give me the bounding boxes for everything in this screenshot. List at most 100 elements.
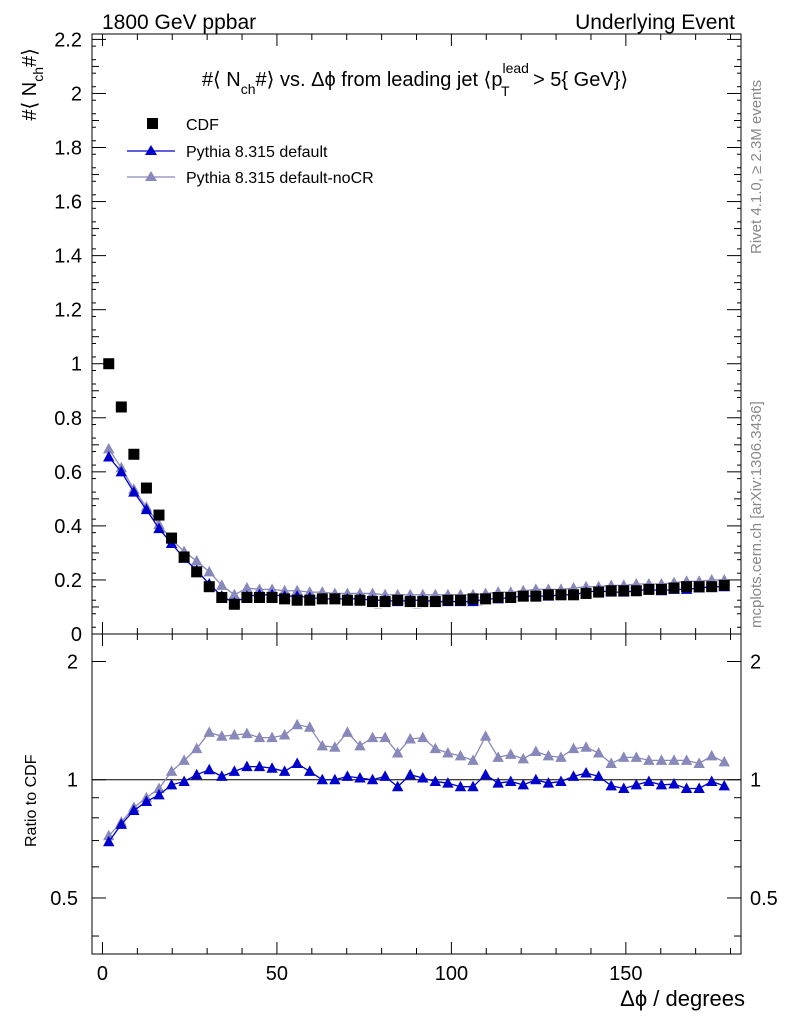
ratio-default-point — [680, 782, 693, 793]
ratio-nocr-point — [668, 754, 680, 765]
cdf-point — [115, 401, 127, 413]
ratio-nocr-point — [429, 742, 442, 754]
ratio-default-point — [329, 773, 341, 785]
ratio-default-point — [366, 773, 379, 785]
nocr-point — [266, 583, 278, 594]
ratio-default-point — [618, 782, 630, 793]
ratio-plot-marks — [103, 718, 730, 847]
header-left: 1800 GeV ppbar — [102, 11, 256, 34]
cdf-point — [140, 482, 152, 494]
main-plot-marks — [103, 358, 730, 610]
x-tick-label: 150 — [609, 963, 642, 985]
ratio-nocr-point — [492, 751, 504, 762]
legend: CDF Pythia 8.315 default Pythia 8.315 de… — [127, 117, 374, 187]
ratio-default-point — [379, 770, 391, 781]
ratio-nocr-point — [178, 754, 190, 765]
ratio-nocr-point — [517, 752, 529, 764]
ratio-default-point — [517, 778, 529, 790]
ratio-nocr-point — [291, 718, 303, 730]
ratio-default-point — [467, 780, 479, 792]
ratio-default-point — [153, 788, 165, 800]
ratio-nocr-point — [643, 754, 655, 765]
chart-title: #⟨ Nch#⟩ vs. Δϕ from leading jet ⟨plead T… — [202, 60, 628, 99]
cdf-point — [555, 589, 567, 601]
default-point — [128, 486, 140, 497]
cdf-point — [253, 592, 265, 604]
ratio-nocr-point — [316, 739, 328, 751]
cdf-point — [316, 593, 328, 605]
ratio-y-tick-label: 0.5 — [50, 888, 78, 910]
cdf-point — [191, 566, 203, 578]
nocr-point — [253, 583, 266, 594]
ratio-line-nocr — [108, 724, 725, 837]
y-axis-label-ratio: Ratio to CDF — [23, 754, 40, 847]
cdf-point — [354, 594, 366, 606]
ratio-nocr-point — [467, 754, 479, 765]
cdf-point — [530, 590, 542, 602]
ratio-nocr-point — [278, 728, 291, 740]
ratio-nocr-point — [718, 755, 730, 767]
cdf-point — [681, 581, 693, 593]
ratio-default-point — [278, 765, 291, 776]
y-tick-label: 0 — [71, 624, 82, 646]
ratio-default-point — [291, 757, 303, 768]
ratio-nocr-point — [605, 757, 617, 768]
ratio-nocr-point — [567, 742, 580, 754]
ratio-nocr-point — [153, 782, 165, 793]
ratio-nocr-point — [391, 746, 404, 758]
nocr-point — [228, 588, 241, 600]
ratio-default-point — [668, 778, 680, 789]
ratio-default-point — [228, 765, 241, 776]
default-point — [153, 522, 165, 534]
ratio-nocr-point — [442, 746, 454, 758]
cdf-point — [718, 579, 730, 591]
cdf-point — [103, 358, 115, 370]
cdf-point — [228, 598, 240, 610]
ratio-nocr-point — [253, 731, 266, 743]
cdf-point — [279, 593, 291, 605]
ratio-nocr-point — [655, 754, 668, 765]
ratio-default-point — [304, 765, 316, 776]
ratio-nocr-point — [203, 726, 215, 737]
ratio-default-point — [505, 775, 517, 786]
ratio-default-point — [479, 768, 492, 780]
ratio-nocr-point — [630, 751, 643, 762]
cdf-point — [467, 593, 479, 605]
legend-cdf-marker — [147, 118, 158, 129]
y-tick-label: 0.6 — [54, 462, 82, 484]
y-tick-label: 0.8 — [54, 408, 82, 430]
title-suffix: > 5{ GeV}⟩ — [528, 69, 629, 91]
cdf-point — [442, 594, 454, 606]
ratio-default-point — [253, 760, 266, 772]
ratio-default-point — [203, 763, 215, 775]
ratio-nocr-point — [354, 739, 366, 751]
ratio-default-point — [718, 779, 730, 791]
ratio-y-tick-label: 2 — [67, 652, 78, 674]
nocr-point — [278, 584, 291, 596]
default-point — [103, 450, 115, 462]
ratio-default-point — [190, 768, 203, 780]
y-tick-label: 0.4 — [54, 516, 82, 538]
ratio-default-point — [417, 772, 429, 783]
ratio-default-point — [592, 770, 605, 781]
ratio-default-point — [442, 777, 454, 788]
cdf-point — [379, 596, 391, 608]
ratio-default-point — [404, 768, 416, 780]
cdf-point — [203, 581, 215, 593]
y-axis-label-main: #⟨ Nch#⟩ — [19, 48, 46, 121]
x-tick-label: 0 — [97, 963, 108, 985]
nocr-point — [366, 587, 379, 598]
ratio-y-tick-label: 1 — [67, 770, 78, 792]
legend-nocr-marker — [145, 171, 157, 181]
cdf-point — [367, 596, 379, 608]
cdf-point — [517, 590, 529, 602]
rivet-info: Rivet 4.1.0, ≥ 2.3M events — [748, 80, 765, 254]
ratio-default-point — [391, 780, 404, 792]
ratio-default-point — [341, 770, 354, 781]
nocr-point — [216, 579, 228, 590]
ratio-nocr-point — [580, 741, 592, 752]
ylabel-suffix: #⟩ — [19, 48, 41, 67]
ratio-plot-frame — [91, 633, 742, 955]
x-tick-label: 100 — [435, 963, 468, 985]
ratio-default-point — [316, 773, 328, 785]
